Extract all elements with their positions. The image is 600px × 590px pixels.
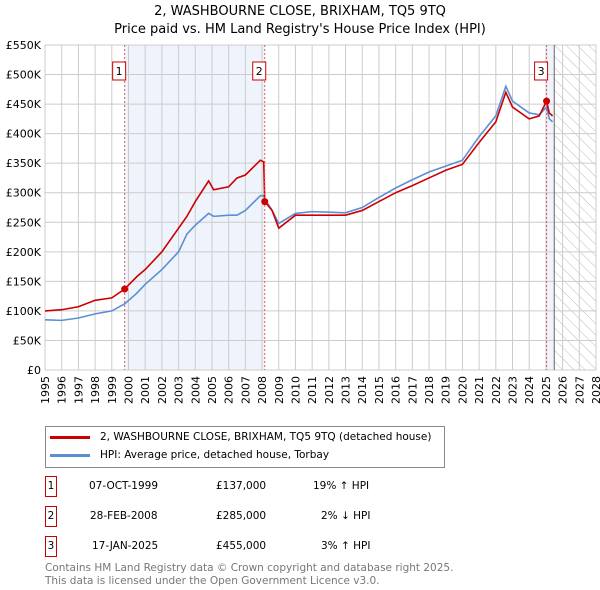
x-tick-label: 1996: [56, 376, 69, 404]
x-tick-label: 2023: [507, 376, 520, 404]
property-series-line: [44, 90, 554, 312]
sale-hpi: 19% ↑ HPI: [313, 480, 370, 492]
y-tick-label: £50K: [13, 334, 42, 347]
x-tick-label: 2028: [590, 376, 600, 404]
x-tick-label: 2025: [540, 376, 553, 404]
sale-badge: 2: [45, 506, 57, 527]
x-tick-label: 2022: [490, 376, 503, 404]
sale-label: 1: [116, 65, 123, 78]
y-tick-label: £350K: [6, 157, 42, 170]
sale-point: [121, 285, 129, 293]
y-tick-label: £0: [27, 364, 41, 377]
y-tick-label: £300K: [6, 187, 42, 200]
sale-point: [261, 198, 269, 206]
sale-label-box: [252, 61, 267, 81]
x-tick-label: 2015: [373, 376, 386, 404]
x-tick-label: 2017: [406, 376, 419, 404]
y-tick-label: £500K: [6, 69, 42, 82]
x-tick-label: 2024: [523, 376, 536, 404]
hpi-series-line: [44, 84, 554, 322]
x-tick-label: 2004: [189, 376, 202, 404]
sale-label-box: [534, 61, 549, 81]
x-tick-label: 2000: [122, 376, 135, 404]
sale-label-box: [112, 61, 127, 81]
legend-blue-line: [50, 453, 90, 457]
legend-label-hpi: HPI: Average price, detached house, Torb…: [100, 449, 330, 461]
x-tick-label: 2014: [356, 376, 369, 404]
x-tick-label: 1995: [39, 376, 52, 404]
sale-row: 3 17-JAN-2025 £455,000 3% ↑ HPI: [45, 536, 445, 557]
x-tick-label: 2027: [573, 376, 586, 404]
x-tick-label: 2001: [139, 376, 152, 404]
shaded-period: [546, 45, 555, 370]
x-tick-label: 2003: [173, 376, 186, 404]
x-tick-label: 2020: [456, 376, 469, 404]
legend-label-property: 2, WASHBOURNE CLOSE, BRIXHAM, TQ5 9TQ (d…: [100, 431, 432, 443]
forecast-hatch: [554, 45, 596, 370]
x-tick-label: 1998: [89, 376, 102, 404]
x-tick-label: 2018: [423, 376, 436, 404]
sale-date: 07-OCT-1999: [89, 480, 158, 492]
x-tick-label: 1999: [106, 376, 119, 404]
x-tick-label: 2006: [223, 376, 236, 404]
x-tick-label: 2019: [440, 376, 453, 404]
y-tick-label: £450K: [6, 98, 42, 111]
x-tick-label: 2005: [206, 376, 219, 404]
sale-label: 3: [538, 65, 545, 78]
y-tick-label: £400K: [6, 128, 42, 141]
x-tick-label: 2007: [239, 376, 252, 404]
sale-badge: 1: [45, 476, 57, 497]
footer-copyright: Contains HM Land Registry data © Crown c…: [45, 562, 454, 574]
sale-date: 28-FEB-2008: [90, 510, 158, 522]
legend: 2, WASHBOURNE CLOSE, BRIXHAM, TQ5 9TQ (d…: [45, 426, 445, 468]
sale-price: £285,000: [216, 510, 267, 522]
x-tick-label: 2002: [156, 376, 169, 404]
y-tick-label: £550K: [6, 39, 42, 52]
sale-point: [543, 97, 551, 105]
price-chart: 1995 1996 1997 1998 1999 2000 2001 2002 2003 2004…: [6, 39, 600, 404]
sale-price: £455,000: [216, 540, 267, 552]
y-tick-label: £150K: [6, 275, 42, 288]
x-tick-label: 1997: [72, 376, 85, 404]
sale-badge: 3: [45, 536, 57, 557]
shaded-period: [124, 45, 265, 370]
x-tick-label: 2016: [390, 376, 403, 404]
x-tick-label: 2012: [323, 376, 336, 404]
y-tick-label: £100K: [6, 305, 42, 318]
x-tick-label: 2008: [256, 376, 269, 404]
x-tick-label: 2013: [340, 376, 353, 404]
chart-subtitle: Price paid vs. HM Land Registry's House …: [114, 22, 486, 37]
sale-label: 2: [256, 65, 263, 78]
sale-date: 17-JAN-2025: [92, 540, 159, 552]
y-tick-label: £250K: [6, 216, 42, 229]
y-tick-label: £200K: [6, 246, 42, 259]
x-tick-label: 2010: [289, 376, 302, 404]
sale-hpi: 3% ↑ HPI: [321, 540, 371, 552]
x-tick-label: 2009: [273, 376, 286, 404]
sale-price: £137,000: [216, 480, 267, 492]
x-tick-label: 2011: [306, 376, 319, 404]
x-tick-label: 2026: [557, 376, 570, 404]
chart-title: 2, WASHBOURNE CLOSE, BRIXHAM, TQ5 9TQ: [154, 4, 446, 19]
footer-licence: This data is licensed under the Open Gov…: [45, 575, 380, 587]
legend-red-line: [50, 435, 90, 439]
sale-row: 2 28-FEB-2008 £285,000 2% ↓ HPI: [45, 506, 445, 527]
sale-hpi: 2% ↓ HPI: [321, 510, 371, 522]
sale-row: 1 07-OCT-1999 £137,000 19% ↑ HPI: [45, 476, 445, 497]
x-tick-label: 2021: [473, 376, 486, 404]
